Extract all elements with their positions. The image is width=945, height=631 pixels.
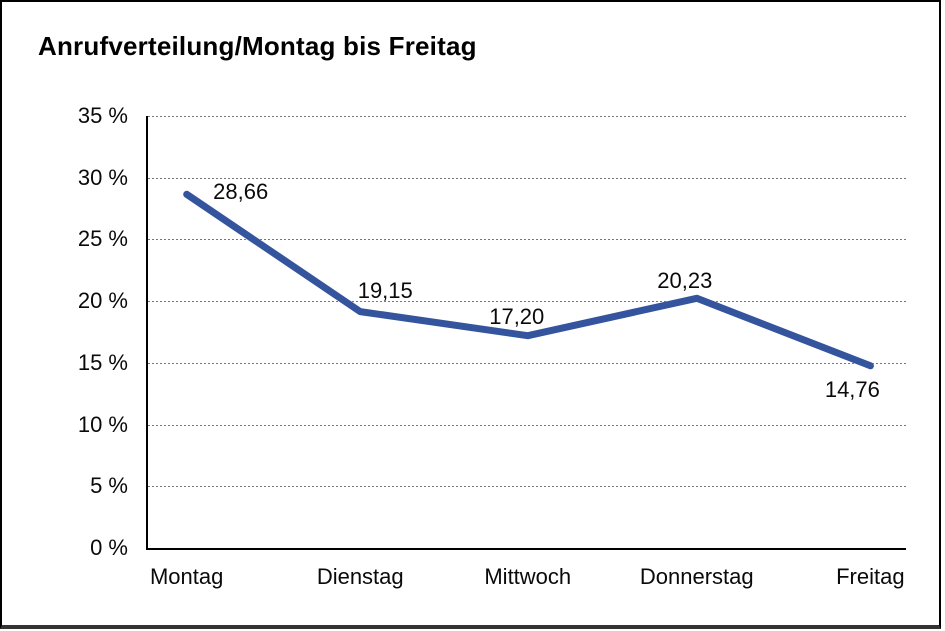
data-point-label: 19,15: [357, 277, 413, 303]
data-line: [183, 190, 874, 370]
y-axis-label: 10 %: [77, 411, 128, 437]
data-line-svg: [183, 190, 874, 370]
y-axis-label: 25 %: [77, 226, 128, 252]
gridline: [148, 177, 906, 179]
y-axis-label: 20 %: [77, 288, 128, 314]
x-axis-label: Mittwoch: [484, 564, 572, 589]
y-axis-label: 30 %: [77, 164, 128, 190]
y-axis-label: 5 %: [90, 473, 128, 499]
plot-area: 28,66 19,15 17,20 20,23 14,76: [146, 116, 906, 550]
gridline: [148, 239, 906, 241]
gridline: [148, 424, 906, 426]
data-point-label: 28,66: [213, 179, 269, 205]
y-axis-label: 35 %: [77, 103, 128, 128]
y-axis-label: 15 %: [77, 349, 128, 375]
x-axis-label: Donnerstag: [639, 564, 754, 589]
gridline: [148, 362, 906, 364]
data-point-label: 17,20: [489, 303, 545, 329]
chart-title: Anrufverteilung/Montag bis Freitag: [38, 31, 477, 61]
gridline: [148, 301, 906, 303]
y-axis-label: 0 %: [90, 535, 128, 560]
gridline: [148, 116, 906, 117]
data-point-label: 20,23: [657, 268, 713, 294]
x-axis-label: Montag: [149, 564, 224, 589]
x-axis-label: Freitag: [836, 564, 905, 589]
data-point-label: 14,76: [824, 376, 880, 402]
gridline: [148, 486, 906, 488]
x-axis-label: Dienstag: [316, 564, 404, 589]
